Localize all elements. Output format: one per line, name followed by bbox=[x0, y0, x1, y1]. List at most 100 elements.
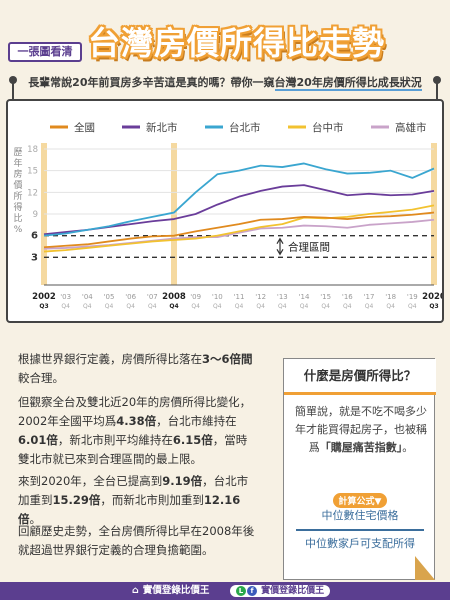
p1-text-a: 根據世界銀行定義，房價所得比落在 bbox=[18, 352, 202, 366]
x-tick-label-2007: '07 bbox=[147, 293, 158, 301]
x-tick-label-2008: 2008 bbox=[162, 292, 186, 302]
p2-text-a: 但觀察全台及雙北近20年的房價所得比變化，2002年全國平均爲 bbox=[18, 395, 252, 428]
p3-text-e: ，而新北市則加重到 bbox=[100, 493, 204, 507]
formula-denominator: 中位數家戶可支配所得 bbox=[305, 537, 415, 550]
x-tick-label-2010: '10 bbox=[212, 293, 223, 301]
x-tick-sublabel-2002: Q3 bbox=[39, 303, 48, 310]
x-tick-label-2018: '18 bbox=[385, 293, 396, 301]
x-tick-sublabel-2016: Q4 bbox=[343, 303, 352, 310]
y-axis-label-char: 得 bbox=[13, 201, 22, 213]
legend-label-taichung: 台中市 bbox=[312, 121, 344, 134]
x-tick-sublabel-2015: Q4 bbox=[321, 303, 330, 310]
y-axis-label-char: 房 bbox=[13, 168, 22, 180]
y-tick-label-12: 12 bbox=[27, 188, 38, 198]
x-tick-label-2017: '17 bbox=[364, 293, 375, 301]
p3-national-2020: 9.19倍 bbox=[162, 474, 203, 488]
p2-text-e: ，新北市則平均維持在 bbox=[57, 433, 173, 447]
x-tick-sublabel-2017: Q4 bbox=[365, 303, 374, 310]
subtitle-text: 長輩常說20年前買房多辛苦這是真的嗎？帶你一窺 bbox=[28, 76, 275, 89]
x-tick-label-2015: '15 bbox=[320, 293, 331, 301]
p2-text-g: ，當時雙北市就已來到合理區間的最上限。 bbox=[18, 433, 248, 466]
house-icon: ⌂ bbox=[132, 585, 139, 596]
left-peg bbox=[9, 76, 17, 102]
x-tick-label-2006: '06 bbox=[125, 293, 136, 301]
y-tick-label-18: 18 bbox=[27, 145, 38, 155]
facebook-icon: f bbox=[247, 586, 257, 596]
legend-label-kaohsiung: 高雄市 bbox=[395, 121, 427, 134]
x-tick-sublabel-2019: Q4 bbox=[408, 303, 417, 310]
x-tick-label-2016: '16 bbox=[342, 293, 353, 301]
paragraph-2: 但觀察全台及雙北近20年的房價所得比變化，2002年全國平均爲4.38倍，台北市… bbox=[18, 393, 258, 469]
x-tick-label-2012: '12 bbox=[255, 293, 266, 301]
x-tick-sublabel-2006: Q4 bbox=[126, 303, 135, 310]
y-axis-label-char: 歷 bbox=[13, 147, 22, 158]
footer-social-text: 實價登錄比價王 bbox=[261, 586, 325, 596]
x-tick-sublabel-2012: Q4 bbox=[256, 303, 265, 310]
series-line-taichung bbox=[43, 204, 435, 253]
subtitle-highlight: 台灣20年房價所得比成長狀況 bbox=[274, 76, 422, 91]
formula-numerator: 中位數住宅價格 bbox=[321, 509, 399, 522]
y-tick-label-3: 3 bbox=[31, 252, 38, 263]
header: 一張圖看清 台灣房價所得比走勢 長輩常說20年前買房多辛苦這是真的嗎？帶你一窺台… bbox=[0, 0, 450, 98]
p3-newtaipei-2020: 12.16倍 bbox=[18, 493, 241, 526]
paragraph-1: 根據世界銀行定義，房價所得比落在3～6倍間較合理。 bbox=[18, 350, 258, 388]
x-tick-sublabel-2005: Q4 bbox=[105, 303, 114, 310]
y-tick-label-9: 9 bbox=[33, 210, 38, 220]
x-tick-label-2005: '05 bbox=[104, 293, 115, 301]
x-tick-label-2004: '04 bbox=[82, 293, 93, 301]
y-axis-label-char: 價 bbox=[13, 180, 22, 191]
p2-text-c: ，台北市維持在 bbox=[156, 414, 237, 428]
series-line-national bbox=[43, 211, 435, 249]
y-tick-label-15: 15 bbox=[27, 167, 38, 177]
x-tick-sublabel-2010: Q4 bbox=[213, 303, 222, 310]
page-title: 台灣房價所得比走勢 bbox=[88, 24, 386, 62]
x-tick-sublabel-2009: Q4 bbox=[191, 303, 200, 310]
p1-bold: 3～6倍間 bbox=[202, 352, 253, 366]
formula-divider bbox=[296, 529, 424, 531]
y-axis-label-char: % bbox=[14, 225, 23, 235]
info-text-a: 簡單說，就是不吃不喝多少年才能買得起房子，也被稱爲 bbox=[295, 405, 427, 454]
x-tick-label-2003: '03 bbox=[60, 293, 71, 301]
p2-national-2002: 4.38倍 bbox=[116, 414, 157, 428]
info-box: 什麼是房價所得比？ 簡單說，就是不吃不喝多少年才能買得起房子，也被稱爲「購屋痛苦… bbox=[283, 358, 436, 580]
x-tick-sublabel-2011: Q4 bbox=[235, 303, 244, 310]
x-tick-sublabel-2013: Q4 bbox=[278, 303, 287, 310]
right-peg bbox=[433, 76, 441, 102]
footer-brand: ⌂ 實價登錄比價王 bbox=[132, 582, 209, 600]
paragraph-4: 回顧歷史走勢，全台房價所得比早在2008年後就超過世界銀行定義的合理負擔範圍。 bbox=[18, 524, 255, 557]
x-tick-sublabel-2004: Q4 bbox=[83, 303, 92, 310]
formula-label: 計算公式▼ bbox=[284, 489, 436, 508]
y-axis-label-char: 年 bbox=[13, 157, 22, 169]
legend-label-new_taipei: 新北市 bbox=[146, 121, 178, 134]
series-line-taipei bbox=[43, 162, 435, 237]
range-arrow-up bbox=[276, 237, 284, 244]
x-tick-label-2002: 2002 bbox=[32, 292, 56, 302]
x-tick-sublabel-2020: Q3 bbox=[429, 303, 438, 310]
formula-badge: 計算公式▼ bbox=[332, 493, 388, 508]
info-text-bold: 「購屋痛苦指數」 bbox=[319, 441, 403, 454]
range-annotation: 合理區間 bbox=[288, 241, 330, 254]
info-title: 什麼是房價所得比？ bbox=[284, 359, 436, 395]
x-tick-sublabel-2018: Q4 bbox=[386, 303, 395, 310]
header-tag: 一張圖看清 bbox=[8, 42, 82, 62]
legend-label-national: 全國 bbox=[74, 121, 95, 134]
y-axis-label-char: 所 bbox=[13, 191, 22, 202]
x-tick-label-2011: '11 bbox=[234, 293, 245, 301]
paragraph-3: 來到2020年，全台已提高到9.19倍，台北市加重到15.29倍，而新北市則加重… bbox=[18, 472, 258, 529]
x-tick-label-2013: '13 bbox=[277, 293, 288, 301]
line-icon: L bbox=[236, 586, 246, 596]
page-subtitle: 長輩常說20年前買房多辛苦這是真的嗎？帶你一窺台灣20年房價所得比成長狀況 bbox=[0, 74, 450, 92]
legend-label-taipei: 台北市 bbox=[229, 121, 261, 134]
p3-text-c: ，台北市加重到 bbox=[18, 474, 249, 507]
x-tick-sublabel-2014: Q4 bbox=[300, 303, 309, 310]
p2-newtaipei-2002: 6.15倍 bbox=[172, 433, 213, 447]
x-tick-label-2014: '14 bbox=[299, 293, 310, 301]
range-arrow-down bbox=[276, 249, 284, 256]
p3-text-g: 。 bbox=[29, 512, 42, 526]
x-tick-sublabel-2007: Q4 bbox=[148, 303, 157, 310]
y-axis-label-char: 比 bbox=[13, 212, 22, 224]
p3-text-a: 來到2020年，全台已提高到 bbox=[18, 474, 163, 488]
page-fold-corner bbox=[415, 556, 435, 580]
